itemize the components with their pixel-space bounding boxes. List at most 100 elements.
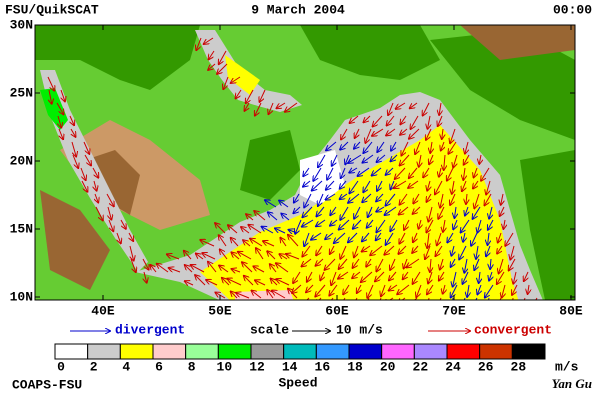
wind-arrow: [341, 167, 346, 178]
wind-arrow: [326, 141, 337, 150]
wind-arrow: [256, 248, 264, 260]
colorbar-label: 0: [57, 359, 65, 374]
colorbar-label: 28: [511, 359, 527, 374]
axes: 30N 25N 20N 15N 10N 40E 50E 60E 70E 80E: [10, 17, 583, 318]
wind-arrow: [361, 271, 373, 282]
credit-right: Yan Gu: [552, 376, 592, 391]
land-dark: [240, 130, 300, 200]
wind-arrow: [399, 206, 409, 215]
wind-arrow: [195, 275, 206, 286]
wind-arrow: [370, 245, 383, 255]
wind-arrow: [302, 219, 314, 227]
wind-arrow: [84, 154, 91, 165]
wind-arrow: [269, 102, 274, 114]
wind-arrow: [389, 271, 397, 280]
wind-arrow: [524, 271, 528, 281]
colorbar-swatch: [479, 343, 513, 360]
wind-arrow: [330, 206, 337, 215]
wind-arrow: [267, 290, 274, 299]
wind-arrow: [429, 154, 433, 164]
wind-arrow: [473, 206, 481, 219]
wind-arrow: [485, 193, 492, 205]
wind-arrow: [228, 225, 238, 234]
wind-arrow: [340, 206, 349, 220]
mountain: [460, 25, 575, 60]
wind-arrow: [377, 180, 383, 191]
wind-arrow: [311, 232, 322, 240]
wind-arrow: [376, 258, 384, 271]
wind-arrow: [413, 232, 417, 242]
wind-arrow: [489, 206, 492, 219]
wind-arrow: [486, 245, 490, 256]
wind-arrow: [479, 271, 480, 283]
colorbar-label: 24: [445, 359, 461, 374]
wind-arrow: [435, 180, 443, 194]
wind-arrow: [430, 141, 432, 153]
wind-arrow: [400, 128, 408, 135]
wind-arrow: [95, 206, 103, 220]
lon-label: 80E: [559, 303, 583, 318]
wind-arrow: [330, 245, 334, 254]
colorbar: 0 2 4 6 8 10 12 14 16 18 20 22 24 26 28: [54, 343, 546, 374]
lon-label: 70E: [442, 303, 466, 318]
wind-arrow: [117, 232, 121, 243]
wind-arrow: [490, 258, 491, 269]
wind-arrow: [106, 193, 114, 206]
wind-arrow: [442, 128, 443, 139]
wind-arrow: [353, 219, 362, 229]
wind-arrow: [394, 180, 407, 188]
wind-arrow: [120, 219, 126, 229]
wind-arrow: [355, 128, 359, 138]
wind-arrow: [349, 168, 358, 173]
wind-arrow: [318, 154, 326, 167]
wind-arrow: [384, 297, 394, 300]
wind-arrow: [428, 206, 432, 222]
wind-arrow: [447, 232, 454, 242]
wind-arrow: [423, 102, 430, 115]
wind-arrow: [453, 219, 457, 229]
wind-arrow: [56, 102, 64, 114]
wind-arrow: [377, 141, 385, 152]
wind-arrow: [231, 76, 241, 83]
wind-arrow: [253, 266, 265, 273]
wind-arrow: [390, 258, 396, 270]
colorbar-unit: m/s: [555, 359, 579, 374]
wind-arrow: [232, 269, 241, 272]
colorbar-swatch: [283, 343, 317, 360]
wind-arrow: [451, 245, 454, 256]
wind-arrow: [340, 180, 347, 189]
wind-arrow: [200, 240, 215, 247]
convergent-label: convergent: [474, 322, 552, 337]
wind-arrow: [400, 115, 407, 124]
wind-arrow: [276, 279, 290, 286]
wind-arrow: [461, 219, 470, 232]
wind-arrow: [474, 258, 480, 270]
lon-label: 60E: [325, 303, 349, 318]
wind-arrow: [242, 262, 253, 273]
lat-label: 20N: [10, 153, 33, 168]
colorbar-label: 10: [217, 359, 233, 374]
wind-arrow: [416, 284, 422, 297]
wind-arrow: [59, 128, 63, 139]
wind-arrow: [279, 201, 289, 208]
wind-arrow: [252, 291, 262, 299]
wind-arrow: [450, 128, 456, 143]
wind-arrow: [227, 279, 242, 286]
colorbar-swatch: [413, 343, 448, 360]
wind-arrow: [276, 263, 289, 273]
wind-arrow: [294, 193, 300, 203]
colorbar-label: 14: [282, 359, 298, 374]
wind-arrow: [386, 193, 396, 206]
wind-arrow: [419, 219, 421, 229]
wind-arrow: [376, 232, 382, 240]
wind-arrow: [462, 180, 466, 191]
wind-arrow: [267, 251, 276, 260]
wind-arrow: [244, 276, 254, 286]
wind-arrow: [476, 245, 478, 259]
land-dark: [300, 25, 440, 80]
colorbar-swatch: [87, 343, 121, 360]
wind-arrow: [512, 284, 518, 295]
wind-arrow: [304, 193, 312, 207]
wind-arrow: [358, 167, 370, 176]
